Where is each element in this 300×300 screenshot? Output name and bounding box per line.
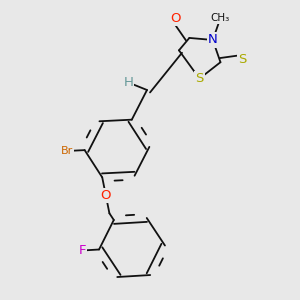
Text: O: O bbox=[171, 12, 181, 25]
Text: S: S bbox=[195, 72, 204, 85]
Text: H: H bbox=[124, 76, 133, 89]
Text: CH₃: CH₃ bbox=[211, 14, 230, 23]
Text: Br: Br bbox=[61, 146, 73, 156]
Text: O: O bbox=[100, 189, 111, 202]
Text: N: N bbox=[208, 34, 218, 46]
Text: S: S bbox=[238, 53, 246, 66]
Text: F: F bbox=[79, 244, 86, 257]
